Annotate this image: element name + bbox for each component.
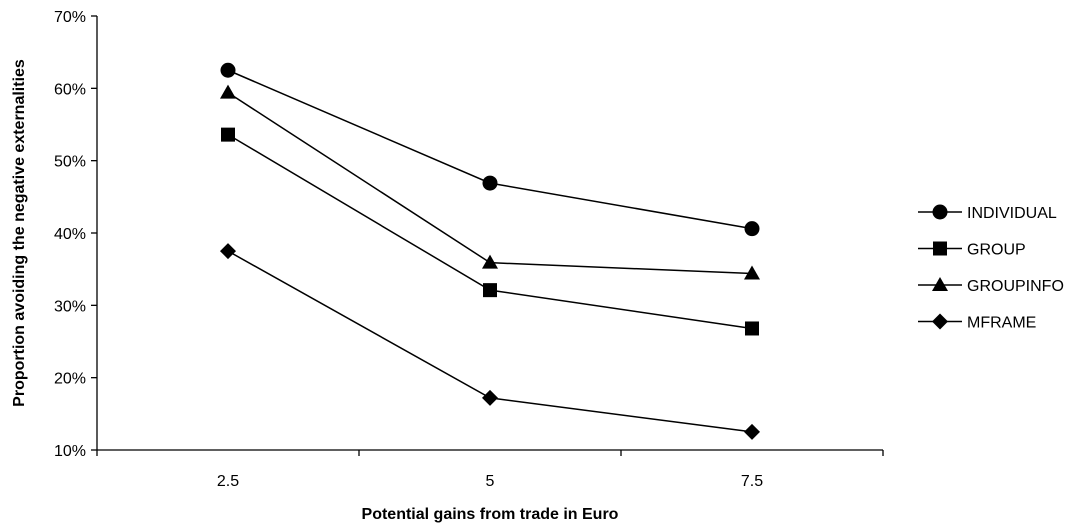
legend-marker [933,241,947,256]
data-point-individual [220,62,236,78]
data-point-groupinfo [220,84,236,99]
data-point-individual [482,175,498,191]
chart-legend: INDIVIDUAL GROUP GROUPINFO MFRAME [918,204,1064,332]
chart-axes: 10% 20% 30% 40% 50% 60% 70% 2.5 5 7.5 [54,9,884,490]
y-tick-label: 20% [54,371,86,388]
data-point-mframe [482,389,498,406]
data-point-mframe [220,243,236,260]
series-individual [220,62,760,237]
y-tick-label: 10% [54,443,86,460]
x-tick-label: 2.5 [217,473,239,490]
legend-item-groupinfo: GROUPINFO [918,277,1064,295]
series-mframe [220,243,760,440]
y-tick-label: 60% [54,81,86,98]
data-point-mframe [744,423,760,440]
x-axis-title: Potential gains from trade in Euro [362,506,619,523]
legend-label: MFRAME [967,315,1036,332]
data-point-groupinfo [744,265,760,280]
y-tick-label: 30% [54,298,86,315]
legend-marker [932,204,948,220]
legend-item-group: GROUP [918,241,1026,259]
data-point-individual [744,221,760,237]
y-tick-label: 40% [54,226,86,243]
legend-item-mframe: MFRAME [918,313,1036,332]
data-point-group [221,127,235,142]
x-tick-label: 7.5 [741,473,763,490]
chart-series [220,62,760,440]
y-axis-title: Proportion avoiding the negative externa… [11,59,28,407]
legend-marker [932,277,948,291]
series-group [221,127,759,336]
data-point-groupinfo [482,254,498,269]
series-line-individual [227,69,753,230]
x-tick-label: 5 [486,473,495,490]
legend-item-individual: INDIVIDUAL [918,204,1057,222]
legend-label: GROUPINFO [967,278,1064,295]
series-line-group [227,133,753,330]
legend-label: INDIVIDUAL [967,205,1057,222]
legend-marker [932,313,948,330]
y-tick-label: 50% [54,154,86,171]
y-tick-label: 70% [54,9,86,26]
data-point-group [745,321,759,336]
legend-label: GROUP [967,242,1026,259]
data-point-group [483,283,497,298]
series-groupinfo [220,84,760,280]
